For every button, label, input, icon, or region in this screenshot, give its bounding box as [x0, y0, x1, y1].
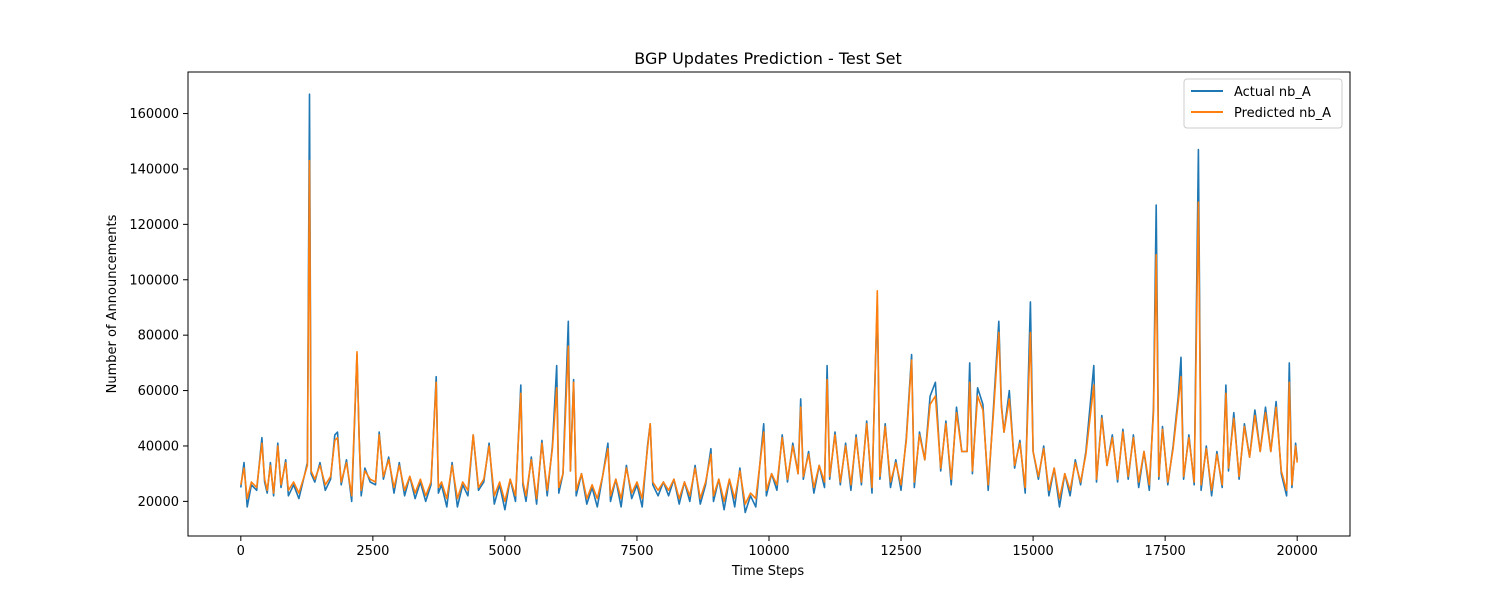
series-line-actual: [240, 93, 1298, 514]
x-tick-label: 15000: [1012, 544, 1053, 559]
y-tick-label: 140000: [129, 162, 179, 177]
x-tick-label: 2500: [356, 544, 389, 559]
legend-label-actual: Actual nb_A: [1234, 85, 1311, 100]
x-tick-label: 12500: [880, 544, 921, 559]
x-tick-label: 5000: [488, 544, 521, 559]
plot-frame: [187, 71, 1351, 537]
x-tick-label: 17500: [1144, 544, 1185, 559]
y-tick-label: 160000: [129, 107, 179, 122]
series-line-predicted: [240, 159, 1298, 505]
chart-title: BGP Updates Prediction - Test Set: [634, 49, 902, 68]
legend-box: [1183, 78, 1343, 129]
x-tick-label: 10000: [748, 544, 789, 559]
y-tick-label: 40000: [138, 439, 179, 454]
x-axis-label: Time Steps: [731, 564, 805, 579]
x-tick-label: 0: [237, 544, 245, 559]
y-tick-label: 20000: [138, 495, 179, 510]
y-tick-label: 120000: [129, 218, 179, 233]
x-tick-label: 7500: [620, 544, 653, 559]
y-tick-label: 80000: [138, 329, 179, 344]
legend-label-predicted: Predicted nb_A: [1234, 106, 1331, 121]
x-tick-label: 20000: [1277, 544, 1318, 559]
ticks-layer: 0 2500 5000 7500 10000 12500 15000 17500 20000 20…: [129, 107, 1318, 559]
y-tick-label: 100000: [129, 273, 179, 288]
y-axis-label: Number of Announcements: [105, 214, 120, 393]
y-tick-label: 60000: [138, 384, 179, 399]
legend: Actual nb_A Predicted nb_A: [1183, 78, 1343, 129]
series-layer: [240, 93, 1298, 514]
